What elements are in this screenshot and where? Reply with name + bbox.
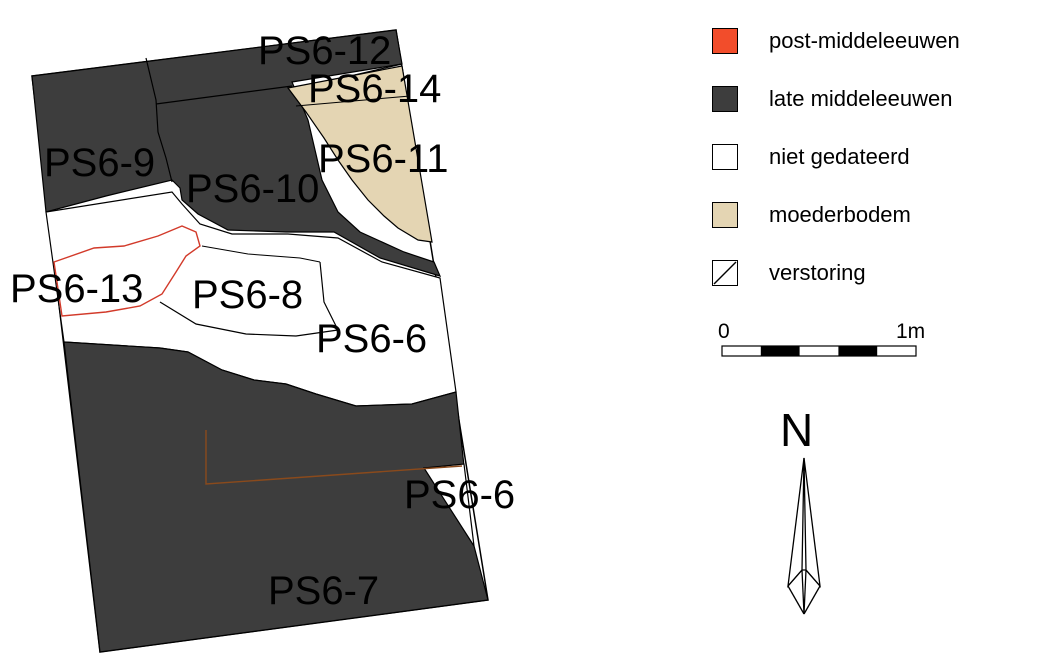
feature-ps6-13-outline <box>53 225 201 317</box>
scale-segment <box>838 346 878 356</box>
legend: post-middeleeuwen late middeleeuwen niet… <box>712 12 960 302</box>
legend-item-moederbodem: moederbodem <box>712 186 960 244</box>
feature-ps6-6-lower-area <box>422 463 475 547</box>
legend-item-post-middeleeuwen: post-middeleeuwen <box>712 12 960 70</box>
north-arrow: N <box>780 404 821 615</box>
legend-label: niet gedateerd <box>769 144 910 169</box>
feature-ps6-8-north <box>201 245 321 263</box>
scale-bar: 0 1m <box>718 320 925 357</box>
label-ps6-8: PS6-8 <box>192 273 303 317</box>
legend-label: post-middeleeuwen <box>769 28 960 53</box>
cut-line <box>205 430 463 485</box>
swatch-late-middeleeuwen <box>712 86 738 112</box>
feature-ps6-8-outline <box>159 261 339 337</box>
swatch-moederbodem <box>712 202 738 228</box>
label-ps6-12: PS6-12 <box>258 29 391 73</box>
boundary-ps6-12 <box>145 57 173 183</box>
scale-end-label: 1m <box>896 320 925 343</box>
north-label: N <box>780 404 813 456</box>
feature-ps6-7-area <box>63 341 489 653</box>
swatch-verstoring <box>712 260 738 286</box>
boundary-ps6-14-south <box>295 95 411 107</box>
legend-item-niet-gedateerd: niet gedateerd <box>712 128 960 186</box>
legend-label: verstoring <box>769 260 866 285</box>
label-ps6-10: PS6-10 <box>186 167 319 211</box>
boundary-ps6-12-south <box>155 85 293 105</box>
feature-ps6-11-moederbodem <box>286 65 433 243</box>
label-ps6-14: PS6-14 <box>308 67 441 111</box>
label-ps6-6-upper: PS6-6 <box>316 317 427 361</box>
legend-label: moederbodem <box>769 202 911 227</box>
scale-start-label: 0 <box>718 320 730 343</box>
legend-label: late middeleeuwen <box>769 86 953 111</box>
legend-item-verstoring: verstoring <box>712 244 960 302</box>
excavation-plan: PS6-12 PS6-14 PS6-9 PS6-10 PS6-11 PS6-13… <box>10 29 515 653</box>
label-ps6-9: PS6-9 <box>44 141 155 185</box>
swatch-niet-gedateerd <box>712 144 738 170</box>
label-ps6-11: PS6-11 <box>318 137 448 181</box>
legend-item-late-middeleeuwen: late middeleeuwen <box>712 70 960 128</box>
swatch-post-middeleeuwen <box>712 28 738 54</box>
label-ps6-7: PS6-7 <box>268 569 379 613</box>
scale-segment <box>760 346 800 356</box>
label-ps6-13: PS6-13 <box>10 267 143 311</box>
label-ps6-6-lower: PS6-6 <box>404 473 515 517</box>
